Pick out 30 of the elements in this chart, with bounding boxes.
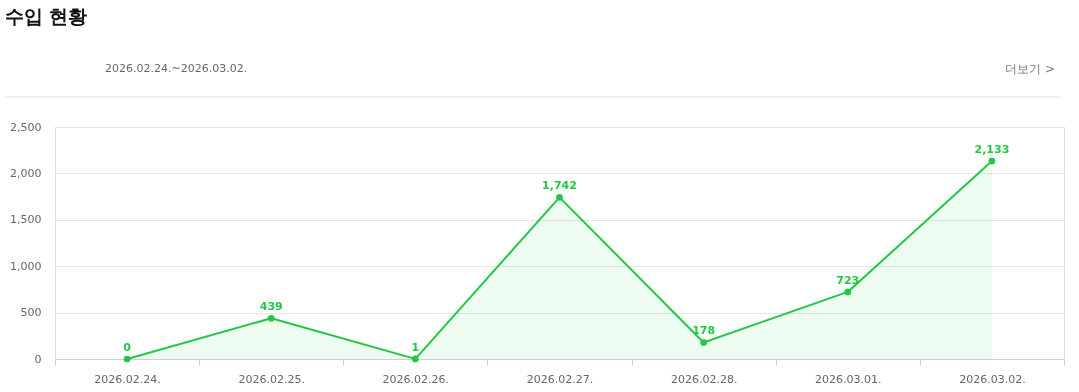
text: 더보기 > [1005,62,1055,76]
data-label: 1 [411,340,420,354]
point [556,194,563,201]
x-tick-label: 2026.03.02. [959,372,1026,386]
y-tick-label: 0 [34,352,42,366]
y-tick-label: 1,000 [10,259,42,273]
y-tick-label: 2,500 [10,120,42,134]
point [844,288,852,296]
point [267,314,275,322]
data-label: 1,742 [542,179,577,193]
x-tick-label: 2026.02.25. [238,372,305,386]
x-tick-label: 2026.02.28. [670,372,738,386]
point [700,339,707,346]
x-tick-label: 2026.02.27. [526,372,594,386]
chart-title: 수입 현황 [4,5,88,27]
x-tick-label: 2026.02.26. [382,372,450,386]
x-tick-label: 2026.03.01. [815,372,882,386]
data-label: 0 [123,341,132,354]
point [412,355,419,363]
point [988,157,996,165]
y-tick-label: 500 [20,306,42,320]
x-tick-label: 2026.02.24. [94,372,161,386]
data-label: 2,133 [974,143,1010,157]
data-label: 178 [692,324,716,338]
data-label: 723 [836,273,860,287]
chart-subtitle: 2026.02.24.~2026.03.02. [105,62,248,75]
y-tick-label: 1,500 [10,213,42,227]
y-tick-label: 2,000 [10,166,42,180]
data-label: 439 [259,300,283,314]
point [123,355,131,363]
